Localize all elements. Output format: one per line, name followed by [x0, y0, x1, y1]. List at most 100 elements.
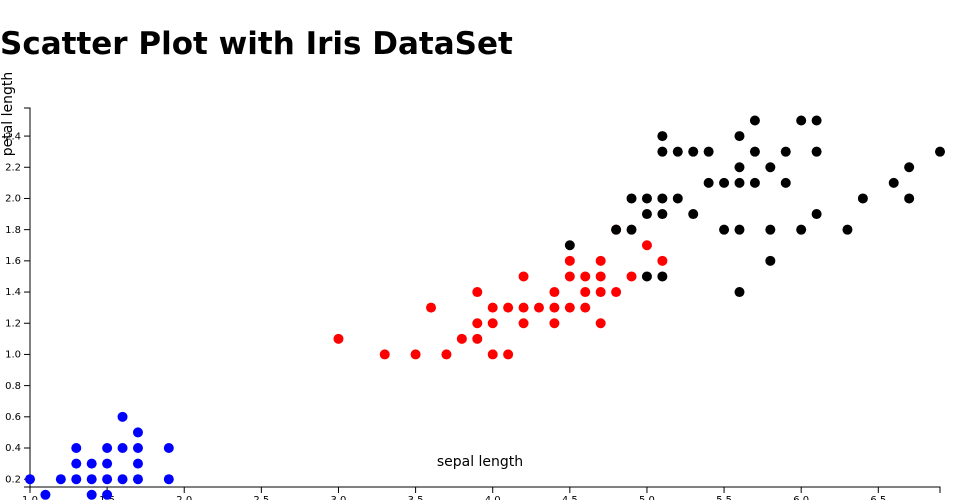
data-point	[657, 146, 668, 157]
data-point	[765, 224, 776, 235]
data-point	[888, 177, 899, 188]
data-point	[102, 458, 113, 469]
data-point	[672, 146, 683, 157]
x-tick: 4.5	[562, 487, 578, 500]
data-point	[734, 162, 745, 173]
data-point	[595, 255, 606, 266]
data-point	[611, 224, 622, 235]
y-tick-label: 2.4	[5, 131, 21, 142]
data-points	[25, 115, 945, 500]
data-point	[518, 302, 529, 313]
data-point	[102, 489, 113, 500]
data-point	[117, 443, 128, 454]
data-point	[86, 489, 97, 500]
y-tick: 1.2	[5, 318, 30, 329]
data-point	[533, 302, 544, 313]
data-point	[657, 131, 668, 142]
x-tick: 2.5	[253, 487, 269, 500]
x-axis-line	[29, 486, 941, 493]
data-point	[657, 209, 668, 220]
y-tick-label: 0.6	[5, 412, 21, 423]
y-tick-label: 1.8	[5, 225, 21, 236]
data-point	[410, 349, 421, 360]
x-tick: 5.5	[716, 487, 732, 500]
x-tick: 6.5	[870, 487, 886, 500]
data-point	[472, 318, 483, 329]
data-point	[487, 302, 498, 313]
data-point	[102, 474, 113, 485]
data-point	[71, 474, 82, 485]
x-tick-label: 5.5	[716, 495, 732, 500]
data-point	[595, 318, 606, 329]
chart-title: Scatter Plot with Iris DataSet	[0, 26, 513, 62]
x-tick: 3.0	[331, 487, 347, 500]
data-point	[132, 427, 143, 438]
y-tick: 2.2	[5, 162, 30, 173]
y-tick-label: 2.2	[5, 162, 21, 173]
data-point	[580, 287, 591, 298]
x-axis: 1.01.52.02.53.03.54.04.55.05.56.06.5	[22, 486, 941, 500]
y-tick: 1.6	[5, 256, 30, 267]
data-point	[132, 458, 143, 469]
data-point	[811, 115, 822, 126]
data-point	[765, 162, 776, 173]
data-point	[564, 302, 575, 313]
data-point	[611, 287, 622, 298]
data-point	[40, 489, 51, 500]
data-point	[580, 271, 591, 282]
data-point	[441, 349, 452, 360]
data-point	[749, 146, 760, 157]
data-point	[719, 177, 730, 188]
data-point	[102, 443, 113, 454]
data-point	[580, 302, 591, 313]
x-tick: 3.5	[408, 487, 424, 500]
data-point	[749, 177, 760, 188]
data-point	[55, 474, 66, 485]
data-point	[333, 333, 344, 344]
data-point	[780, 146, 791, 157]
data-point	[595, 287, 606, 298]
data-point	[703, 177, 714, 188]
data-point	[518, 318, 529, 329]
data-point	[688, 209, 699, 220]
y-tick: 1.4	[5, 287, 30, 298]
data-point	[657, 193, 668, 204]
y-tick-label: 2.0	[5, 194, 21, 205]
data-point	[132, 443, 143, 454]
data-point	[518, 271, 529, 282]
y-tick-label: 0.8	[5, 381, 21, 392]
y-tick-label: 1.0	[5, 350, 21, 361]
data-point	[132, 474, 143, 485]
x-tick-label: 2.0	[176, 495, 192, 500]
data-point	[796, 115, 807, 126]
data-point	[811, 209, 822, 220]
y-tick: 2.4	[5, 131, 30, 142]
data-point	[503, 302, 514, 313]
data-point	[503, 349, 514, 360]
y-tick: 0.8	[5, 381, 30, 392]
data-point	[117, 411, 128, 422]
x-tick-label: 2.5	[253, 495, 269, 500]
x-tick-label: 3.5	[408, 495, 424, 500]
data-point	[379, 349, 390, 360]
data-point	[935, 146, 945, 157]
data-point	[117, 474, 128, 485]
x-tick-label: 3.0	[331, 495, 347, 500]
x-tick: 1.0	[22, 487, 38, 500]
data-point	[904, 162, 915, 173]
data-point	[842, 224, 853, 235]
data-point	[549, 287, 560, 298]
data-point	[641, 209, 652, 220]
data-point	[564, 240, 575, 251]
data-point	[487, 318, 498, 329]
y-axis-label: petal length	[0, 72, 16, 157]
data-point	[719, 224, 730, 235]
data-point	[672, 193, 683, 204]
data-point	[472, 287, 483, 298]
data-point	[456, 333, 467, 344]
data-point	[426, 302, 437, 313]
y-tick-label: 1.4	[5, 287, 21, 298]
data-point	[657, 255, 668, 266]
y-tick-label: 1.6	[5, 256, 21, 267]
